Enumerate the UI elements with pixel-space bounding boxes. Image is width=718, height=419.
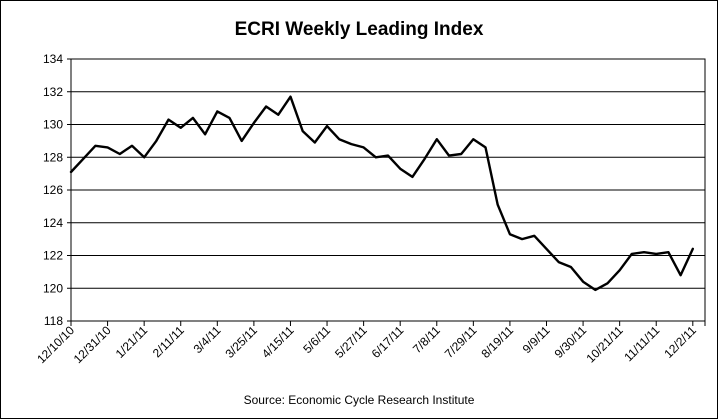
x-tick-label: 12/31/10	[71, 323, 114, 366]
x-tick-label: 8/19/11	[478, 323, 516, 361]
y-tick-label: 124	[43, 216, 63, 230]
y-tick-label: 118	[44, 314, 63, 328]
y-tick-label: 130	[43, 118, 63, 132]
chart-source: Source: Economic Cycle Research Institut…	[243, 393, 475, 407]
x-tick-label: 7/29/11	[442, 323, 480, 361]
y-tick-label: 122	[43, 249, 63, 263]
x-tick-label: 3/4/11	[191, 323, 224, 356]
series-line	[69, 95, 694, 292]
x-tick-label: 10/21/11	[583, 323, 626, 366]
x-tick-label: 7/8/11	[410, 323, 443, 356]
y-tick-label: 132	[43, 85, 63, 99]
x-tick-label: 12/2/11	[661, 323, 699, 361]
x-tick-label: 3/25/11	[222, 323, 260, 361]
x-tick-label: 2/11/11	[150, 323, 187, 360]
x-tick-label: 5/27/11	[332, 323, 370, 361]
x-tick-label: 6/17/11	[369, 323, 407, 361]
chart-title: ECRI Weekly Leading Index	[234, 19, 484, 40]
x-tick-label: 5/6/11	[300, 323, 333, 356]
y-tick-label: 134	[43, 52, 63, 66]
y-tick-label: 126	[43, 183, 63, 197]
x-tick-label: 11/11/11	[621, 323, 662, 364]
x-tick-label: 9/9/11	[520, 323, 553, 356]
y-tick-label: 120	[43, 281, 63, 295]
x-tick-label: 1/21/11	[113, 323, 151, 361]
x-tick-label: 12/10/10	[34, 323, 77, 366]
y-tick-label: 128	[43, 150, 63, 164]
x-tick-label: 4/15/11	[259, 323, 297, 361]
